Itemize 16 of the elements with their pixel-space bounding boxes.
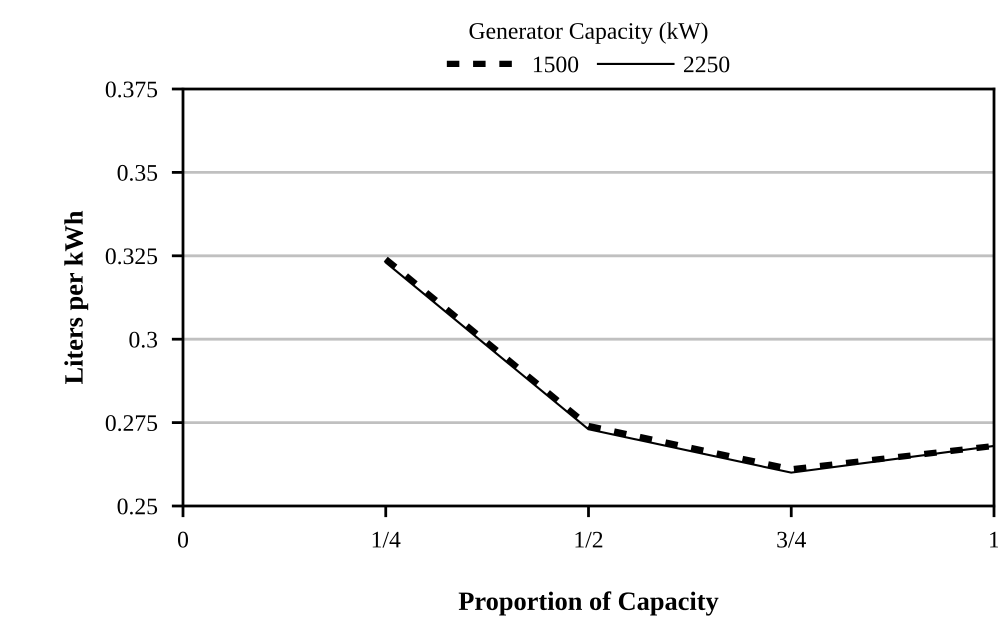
x-axis-title: Proportion of Capacity [458,591,718,616]
x-tick-label: 3/4 [777,532,806,548]
y-tick-label: 0.25 [118,498,158,515]
y-tick-label: 0.3 [129,332,158,348]
y-axis-title: Liters per kWh [64,210,88,384]
x-tick-label: 1/2 [575,532,602,548]
legend-title: Generator Capacity (kW) [470,22,708,44]
y-tick-label: 0.325 [106,248,158,264]
y-tick-label: 0.375 [106,81,158,98]
y-tick-label: 0.35 [118,164,158,181]
x-tick-label: 1 [990,532,998,548]
legend-label: 1500 [534,56,578,72]
y-tick-label: 0.275 [106,415,158,432]
x-tick-label: 1/4 [372,532,400,548]
legend-label: 2250 [684,56,730,72]
x-tick-label: 0 [178,532,188,548]
